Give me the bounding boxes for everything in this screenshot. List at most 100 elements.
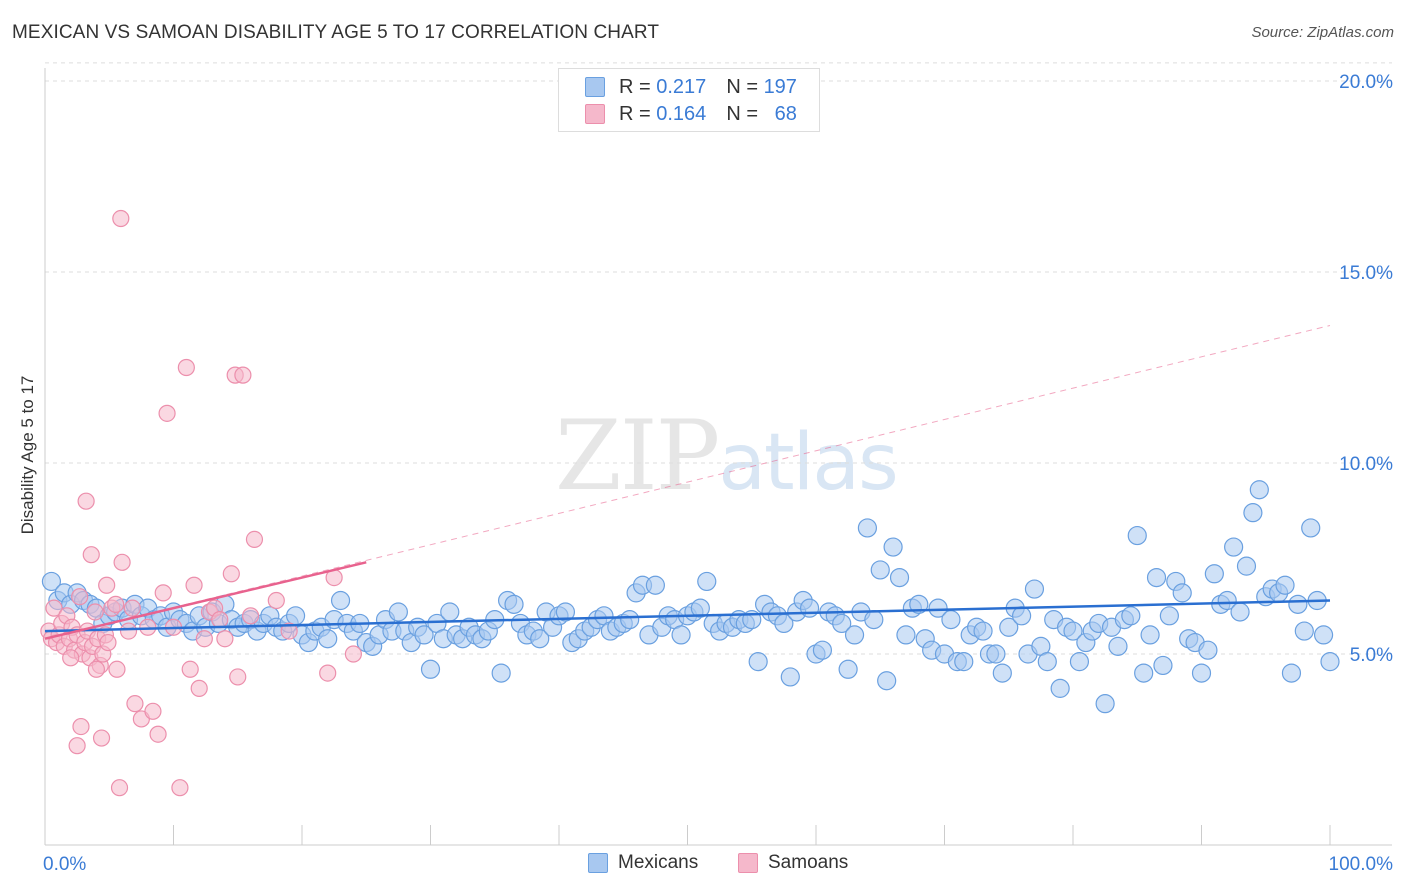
bottom-legend-swatch-mexicans — [588, 853, 608, 873]
samoan-point — [190, 679, 208, 697]
mexican-point — [1024, 579, 1045, 599]
mexican-point — [999, 617, 1019, 637]
samoan-point — [99, 633, 117, 652]
samoan-point — [222, 565, 240, 583]
y-tick-label: 5.0% — [1350, 645, 1393, 666]
samoan-point — [344, 645, 362, 663]
mexican-point — [973, 621, 993, 641]
mexican-point — [697, 571, 717, 592]
chart-source: Source: ZipAtlas.com — [1251, 24, 1394, 41]
mexican-point — [799, 598, 820, 618]
mexican-point — [909, 594, 929, 614]
watermark: ZIPatlas — [555, 400, 899, 512]
mexican-point — [1243, 503, 1263, 523]
bottom-legend-mexicans: Mexicans — [588, 852, 698, 874]
samoan-point — [86, 603, 104, 621]
y-tick-label: 20.0% — [1339, 72, 1393, 93]
samoan-point — [123, 599, 141, 617]
mexican-point — [1069, 652, 1090, 672]
mexican-point — [864, 610, 884, 630]
legend-swatch-mexicans — [585, 77, 605, 97]
chart-title: MEXICAN VS SAMOAN DISABILITY AGE 5 TO 17… — [12, 22, 660, 43]
watermark-zip: ZIP — [555, 400, 720, 512]
samoan-point — [181, 660, 199, 678]
mexican-point — [1301, 518, 1321, 538]
mexican-point — [877, 671, 897, 691]
legend-r-label: R = — [619, 102, 651, 125]
mexican-point — [1249, 480, 1269, 500]
mexican-point — [645, 575, 665, 595]
samoan-point — [185, 576, 203, 594]
samoan-point — [280, 622, 298, 640]
mexican-point — [555, 602, 576, 622]
samoan-point — [113, 553, 131, 571]
mexican-point — [1134, 663, 1154, 683]
samoan-point — [177, 358, 195, 377]
samoan-point — [92, 729, 111, 747]
mexican-trend-line — [44, 599, 1331, 633]
mexican-point — [690, 598, 710, 618]
mexican-point — [491, 663, 511, 683]
samoan-point — [171, 779, 189, 797]
mexican-point — [330, 590, 351, 611]
mexican-point — [928, 598, 948, 618]
legend-n-value: 197 — [763, 75, 797, 98]
mexican-point — [1217, 590, 1237, 611]
mexican-point — [1198, 640, 1218, 660]
samoan-point — [87, 660, 106, 678]
mexican-point — [388, 602, 408, 622]
mexican-point — [986, 644, 1006, 664]
samoan-point — [82, 546, 100, 564]
samoan-point — [154, 584, 172, 602]
mexican-point — [1037, 652, 1057, 672]
mexican-point — [832, 613, 852, 634]
mexican-point — [318, 629, 338, 649]
samoan-point — [126, 695, 144, 713]
legend-n-value: 68 — [774, 102, 797, 125]
legend-row-mexicans: R = 0.217 N = 197 — [585, 75, 797, 99]
samoan-point — [108, 660, 126, 678]
mexican-point — [1121, 606, 1141, 626]
samoan-point — [195, 630, 213, 648]
mexican-point — [1230, 602, 1250, 622]
mexican-point — [1224, 537, 1244, 557]
bottom-legend-label-mexicans: Mexicans — [618, 852, 699, 873]
legend: R = 0.217 N = 197 R = 0.164 N = 68 — [558, 68, 820, 132]
samoan-point — [112, 209, 130, 228]
mexican-point — [1320, 652, 1340, 672]
mexican-point — [530, 629, 550, 649]
mexican-point — [954, 652, 974, 672]
mexican-point — [1159, 606, 1179, 626]
mexican-point — [1294, 621, 1314, 641]
samoan-point — [158, 404, 176, 422]
mexican-point — [1288, 594, 1308, 614]
samoan-point — [267, 591, 285, 610]
mexican-point — [440, 602, 460, 622]
samoan-point — [71, 588, 89, 606]
mexican-point — [1146, 567, 1167, 588]
bottom-legend-samoans: Samoans — [738, 852, 848, 874]
mexican-point — [748, 652, 768, 672]
legend-swatch-samoans — [585, 104, 605, 124]
mexican-point — [1191, 663, 1212, 683]
legend-r-label: R = — [619, 75, 651, 98]
mexican-point — [1063, 621, 1083, 641]
mexican-point — [1281, 663, 1302, 683]
samoan-point — [62, 649, 80, 667]
mexican-point — [838, 659, 858, 679]
mexican-point — [1172, 583, 1192, 603]
samoan-point — [68, 737, 86, 755]
mexican-point — [1204, 564, 1224, 584]
mexican-point — [1011, 606, 1032, 626]
samoan-point — [119, 622, 138, 640]
samoan-point — [211, 611, 229, 629]
mexican-point — [420, 659, 441, 679]
mexican-point — [1140, 625, 1160, 645]
mexican-point — [1275, 575, 1295, 595]
x-tick-label: 100.0% — [1329, 854, 1394, 875]
mexican-point — [1050, 678, 1070, 698]
mexican-point — [992, 663, 1012, 683]
mexican-point — [41, 571, 62, 592]
legend-r-value: 0.164 — [656, 102, 707, 125]
